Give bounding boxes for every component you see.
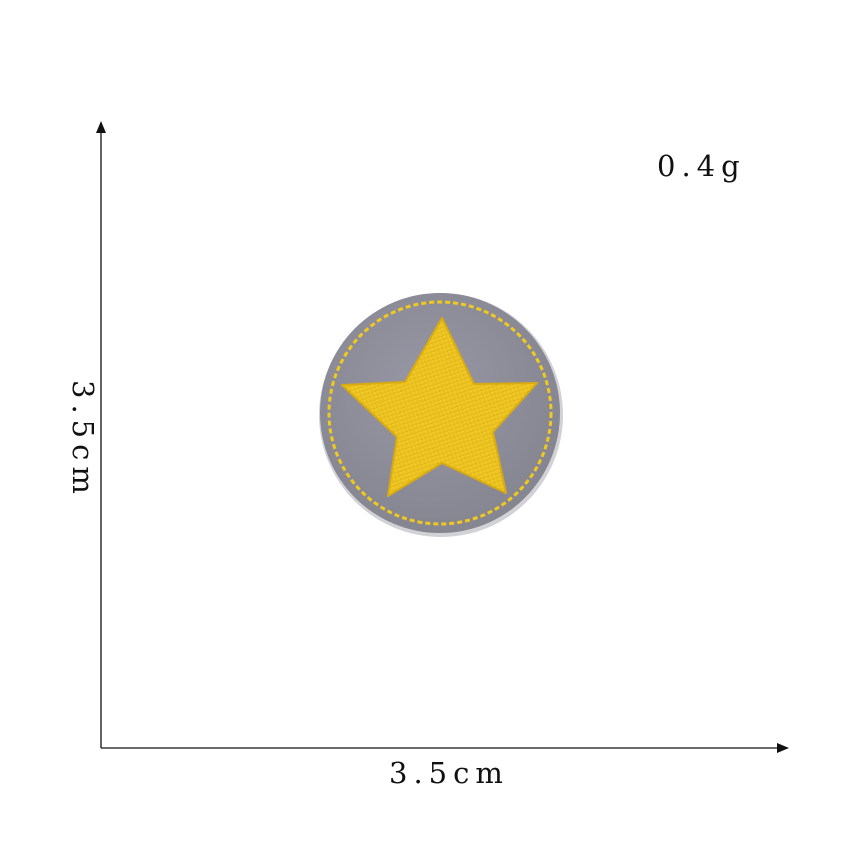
width-dimension-label: 3.5cm bbox=[389, 756, 509, 790]
height-dimension-label: 3.5cm bbox=[66, 380, 100, 500]
horizontal-dimension-axis bbox=[101, 743, 789, 753]
arrow-up-icon bbox=[96, 121, 106, 133]
vertical-dimension-axis bbox=[96, 121, 106, 748]
star-icon bbox=[341, 317, 538, 497]
embroidered-star-patch bbox=[319, 293, 563, 537]
arrow-right-icon bbox=[777, 743, 789, 753]
stitched-border bbox=[327, 300, 553, 526]
weight-label: 0.4g bbox=[657, 149, 746, 183]
